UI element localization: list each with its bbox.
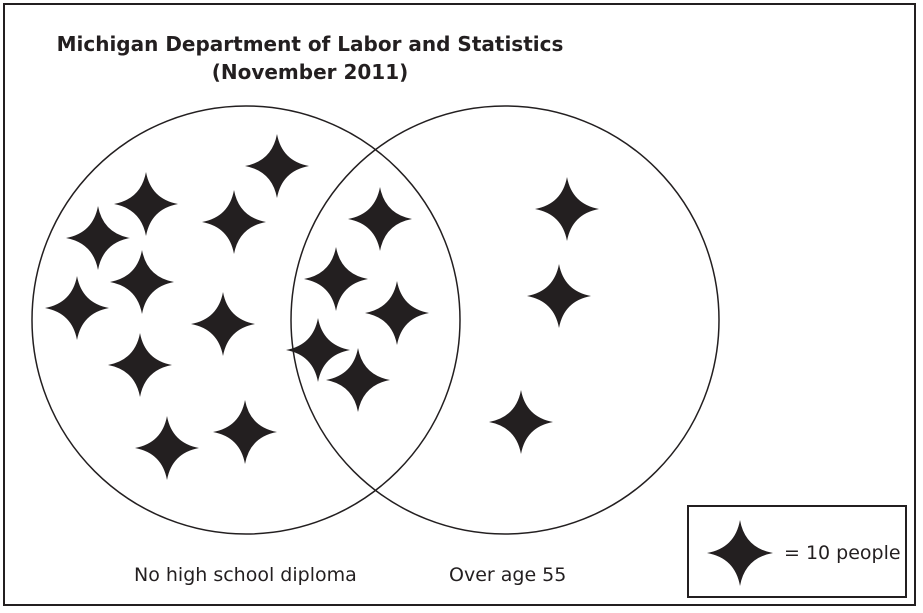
set-label-no-diploma: No high school diploma	[134, 564, 357, 586]
star-marker-both	[348, 187, 412, 251]
star-marker-both	[304, 247, 368, 311]
star-marker-no-diploma-only	[45, 276, 109, 340]
star-marker-no-diploma-only	[108, 333, 172, 397]
star-marker-both	[365, 281, 429, 345]
four-point-star-icon	[707, 520, 773, 586]
star-marker-no-diploma-only	[135, 416, 199, 480]
diagram-title: Michigan Department of Labor and Statist…	[56, 32, 564, 56]
star-marker-over-55-only	[527, 264, 591, 328]
star-marker-both	[326, 348, 390, 412]
star-marker-both	[286, 318, 350, 382]
set-label-over-55: Over age 55	[449, 564, 567, 586]
star-marker-over-55-only	[489, 390, 553, 454]
legend: = 10 people	[687, 505, 907, 598]
star-marker-no-diploma-only	[110, 250, 174, 314]
star-marker-no-diploma-only	[245, 134, 309, 198]
star-marker-no-diploma-only	[202, 190, 266, 254]
diagram-frame	[3, 3, 916, 606]
star-marker-over-55-only	[535, 177, 599, 241]
star-marker-no-diploma-only	[114, 172, 178, 236]
star-layer	[45, 134, 599, 480]
legend-text: = 10 people	[784, 542, 901, 564]
diagram-subtitle: (November 2011)	[211, 60, 409, 84]
star-marker-no-diploma-only	[66, 206, 130, 270]
set-circle-over-55	[290, 105, 720, 535]
set-circle-no-diploma	[31, 105, 461, 535]
star-marker-no-diploma-only	[213, 400, 277, 464]
star-marker-no-diploma-only	[191, 292, 255, 356]
